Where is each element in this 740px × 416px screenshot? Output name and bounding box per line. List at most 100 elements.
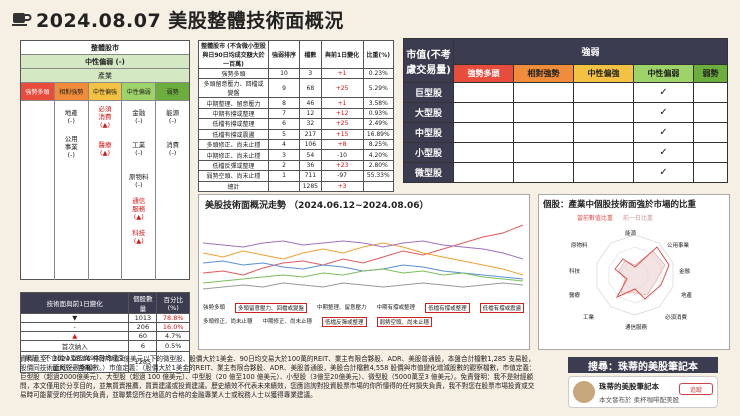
column-strong-bull [21, 101, 55, 280]
radar-axis-label: 通信服務 [625, 325, 648, 331]
table-row: 低檔有撐或整理 6 32 +25 2.49% [198, 118, 395, 130]
radar-axis-label: 必須消費 [665, 315, 688, 321]
sector-financials: 金融 (-) [132, 109, 146, 125]
industry-label: 產業 [21, 69, 189, 83]
sector-materials: 原物料 (-) [129, 173, 149, 189]
table-row: 多頭留意壓力、回檔或變盤 9 68 +25 5.29% [198, 78, 395, 99]
table-row: 中期整理、留意壓力 8 46 +1 3.58% [198, 97, 395, 109]
change-header-1: 個股數量 [128, 292, 158, 314]
change-header-2: 百分比(%) [156, 292, 190, 314]
legend-previous: 前一日比重 [623, 215, 654, 222]
sector-category-row: 強勢多頭 相對強勢 中性偏強 中性偏弱 弱勢 [21, 83, 189, 101]
profile-name: 珠蒂的美股筆記本 [599, 382, 659, 391]
legend-item: 低檔反彈或整理 [322, 317, 367, 327]
strength-label: 強弱 [453, 38, 728, 65]
radar-axis-label: 原物料 [571, 243, 588, 249]
column-weak: 能源 (-) 消費 (-) [156, 101, 189, 280]
table-row: 總計 1285 +3 [198, 180, 395, 192]
cap-col-neutral-weak: 中性偏弱 [632, 64, 694, 83]
cap-col-strong-bull: 強勢多頭 [453, 64, 514, 83]
table-row: 大型股 ✓ [403, 102, 729, 123]
series-line [203, 242, 524, 276]
series-line [203, 240, 524, 260]
sector-consumer-discretionary: 消費 (-) [166, 141, 180, 157]
sector-realestate: 地產 (-) [64, 109, 78, 125]
radar-axis-label: 地產 [681, 293, 693, 299]
table-row: 弱勢空頭、尚未止穩 1 711 -97 55.33% [198, 170, 395, 182]
cap-corner-label: 市值(不考慮交易量) [403, 38, 454, 83]
table-row: 中型股 ✓ [403, 122, 729, 143]
trend-chart-legend: 強勢多頭 多頭留意壓力、回檔或變盤 中期整理、留意壓力 中期有撐或整理 低檔有撐… [203, 303, 527, 327]
sector-energy: 能源 (-) [166, 109, 180, 125]
series-line [203, 268, 524, 284]
sector-communication: 通信 服務 (▲) [132, 197, 146, 221]
radar-svg [596, 234, 674, 316]
sector-healthcare: 醫療 (▲) [98, 141, 112, 157]
state-header-3: 與前1日變化 [320, 40, 364, 69]
table-row: ▲ 60 4.7% [19, 331, 190, 341]
legend-item: 低檔有撐或整理 [425, 303, 470, 313]
radar-axis-label: 工業 [583, 315, 595, 321]
cap-col-neutral-strong: 中性偏強 [572, 64, 634, 83]
column-relative-strong: 地產 (-) 公用 事業 (-) [55, 101, 89, 280]
radar-chart-title: 個股：產業中個股技術面強於市場的比重 [543, 200, 697, 210]
table-row: 巨型股 ✓ [403, 82, 729, 103]
follow-button[interactable]: 追蹤 [679, 383, 713, 395]
table-row: 中期修正、尚未止穩 3 54 -10 4.20% [198, 149, 395, 161]
overall-market-label: 整體股市 [21, 41, 189, 55]
overall-market-status: 中性偏弱 (-) [21, 55, 189, 69]
table-row: 低檔有撐或震盪 5 217 +15 16.89% [198, 128, 395, 140]
series-line [203, 282, 524, 290]
radar-axis-label: 公用事業 [667, 243, 690, 249]
sector-industrials: 工業 (-) [132, 141, 146, 157]
series-line [203, 224, 524, 276]
state-header-0: 整體股市 (不含微小型股與日90日均成交額大於一百萬) [198, 40, 269, 69]
cap-col-weak: 弱勢 [692, 64, 729, 83]
legend-item: 弱勢空頭、尚未止穩 [376, 317, 433, 327]
radar-axis-label: 金融 [679, 269, 691, 275]
radar-current-series [614, 246, 670, 300]
change-header-0: 技術面與前1日變化 [19, 292, 130, 314]
table-row: 低檔反彈或整理 2 36 +23 2.80% [198, 159, 395, 172]
legend-item: 低檔有撐或震盪 [479, 303, 525, 313]
legend-item: 中期整理、留意壓力 [317, 305, 367, 311]
category-neutral-strong: 中性偏強 [88, 83, 123, 100]
radar-legend: 當前數值比重 前一日比重 [577, 213, 653, 222]
market-cap-table: 市值(不考慮交易量) 強弱 強勢多頭 相對強勢 中性偏強 中性偏弱 弱勢 巨型股… [403, 38, 729, 183]
legend-item: 多頭留意壓力、回檔或變盤 [235, 303, 308, 313]
coffee-cup-icon [10, 6, 32, 28]
category-strong-bull: 強勢多頭 [21, 83, 55, 100]
radar-axis-label: 科技 [569, 269, 581, 275]
trend-chart-title: 美股技術面概況走勢 （2024.06.12~2024.08.06） [205, 201, 429, 211]
category-neutral-weak: 中性偏弱 [122, 83, 157, 100]
disclaimer-text: 資料截至：2024.08.06 排除市值3億美元以下的微型股、股價大於1美金、9… [20, 355, 536, 399]
trend-chart-lines [203, 224, 524, 290]
sector-grid: 地產 (-) 公用 事業 (-) 必須 消費 (▲) 醫療 (▲) 金融 (-) 工業 (-) … [21, 101, 189, 280]
profile-card[interactable]: 珠蒂的美股筆記本 本文發布於 柔杯咖啡配美股 追蹤 [568, 376, 718, 408]
state-header-2: 檔數 [299, 40, 322, 69]
column-neutral-weak: 金融 (-) 工業 (-) 原物料 (-) 通信 服務 (▲) 科技 (▲) [122, 101, 157, 280]
profile-subtitle: 本文發布於 柔杯咖啡配美股 [599, 396, 680, 404]
table-row: ▼ 1013 78.8% [19, 313, 190, 323]
table-row: 微型股 ✓ [403, 162, 729, 183]
state-header-4: 比重(%) [362, 40, 395, 69]
sector-utilities: 公用 事業 (-) [64, 135, 78, 159]
table-row: 統計（不含微小型股與90日均成交量大於一百萬） 1285 [19, 351, 190, 373]
change-table: 技術面與前1日變化 個股數量 百分比(%) ▼ 1013 78.8% -206 16.… [19, 292, 190, 373]
table-row: 多頭修正、尚未止穩 4 106 +8 8.25% [198, 138, 395, 151]
category-relative-strong: 相對強勢 [54, 83, 89, 100]
radar-axis-label: 醫療 [569, 293, 581, 299]
cap-col-relative-strong: 相對強勢 [512, 64, 574, 83]
search-banner[interactable]: 搜尋：珠蒂的美股筆記本 [568, 357, 718, 373]
legend-item: 中期有撐或整理 [376, 305, 416, 311]
legend-item: 中期修正、尚未止穩 [262, 319, 313, 325]
table-row: -206 16.0% [19, 322, 190, 332]
trend-chart-panel: 美股技術面概況走勢 （2024.06.12~2024.08.06） 強勢多頭 多… [198, 194, 530, 350]
table-row: 小型股 ✓ [403, 142, 729, 163]
legend-current: 當前數值比重 [577, 215, 614, 222]
table-row: 強勢多頭 10 3 +1 0.23% [198, 67, 395, 80]
state-table: 整體股市 (不含微小型股與日90日均成交額大於一百萬) 強弱排序 檔數 與前1日… [198, 40, 395, 192]
sector-consumer-staples: 必須 消費 (▲) [98, 105, 112, 129]
legend-item: 多頭修正、尚未止穩 [203, 319, 253, 325]
table-row: 中期有撐或整理 7 12 +12 0.93% [198, 107, 395, 120]
